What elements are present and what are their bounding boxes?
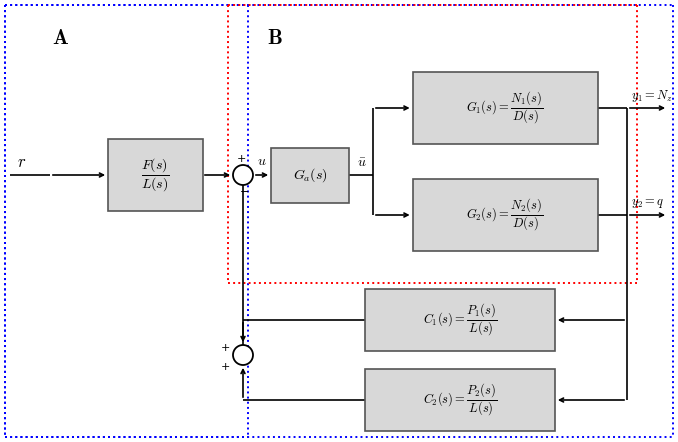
Circle shape <box>233 345 253 365</box>
Text: +: + <box>237 154 245 164</box>
Text: $y_1 = N_z$: $y_1 = N_z$ <box>631 88 673 104</box>
Text: $\mathbf{A}$: $\mathbf{A}$ <box>52 28 68 48</box>
Text: $r$: $r$ <box>18 153 26 171</box>
FancyBboxPatch shape <box>108 139 203 211</box>
Text: $y_2 = q$: $y_2 = q$ <box>631 197 664 210</box>
Circle shape <box>233 165 253 185</box>
Text: $G_1(s)=\dfrac{N_1(s)}{D(s)}$: $G_1(s)=\dfrac{N_1(s)}{D(s)}$ <box>466 90 544 126</box>
Text: $\dfrac{F(s)}{L(s)}$: $\dfrac{F(s)}{L(s)}$ <box>140 156 170 194</box>
Text: $-$: $-$ <box>239 185 249 195</box>
FancyBboxPatch shape <box>412 72 597 144</box>
Text: +: + <box>220 362 230 372</box>
FancyBboxPatch shape <box>412 179 597 251</box>
Text: $C_2(s)=\dfrac{P_2(s)}{L(s)}$: $C_2(s)=\dfrac{P_2(s)}{L(s)}$ <box>423 382 497 418</box>
FancyBboxPatch shape <box>365 289 555 351</box>
Text: $C_1(s)=\dfrac{P_1(s)}{L(s)}$: $C_1(s)=\dfrac{P_1(s)}{L(s)}$ <box>423 302 497 338</box>
FancyBboxPatch shape <box>271 148 349 202</box>
Text: $G_2(s)=\dfrac{N_2(s)}{D(s)}$: $G_2(s)=\dfrac{N_2(s)}{D(s)}$ <box>466 197 544 233</box>
Text: $\mathbf{B}$: $\mathbf{B}$ <box>267 28 283 48</box>
Text: $\bar{u}$: $\bar{u}$ <box>357 156 367 170</box>
FancyBboxPatch shape <box>365 369 555 431</box>
Text: +: + <box>220 343 230 353</box>
Text: $u$: $u$ <box>257 154 266 168</box>
Text: $G_a(s)$: $G_a(s)$ <box>293 166 327 184</box>
